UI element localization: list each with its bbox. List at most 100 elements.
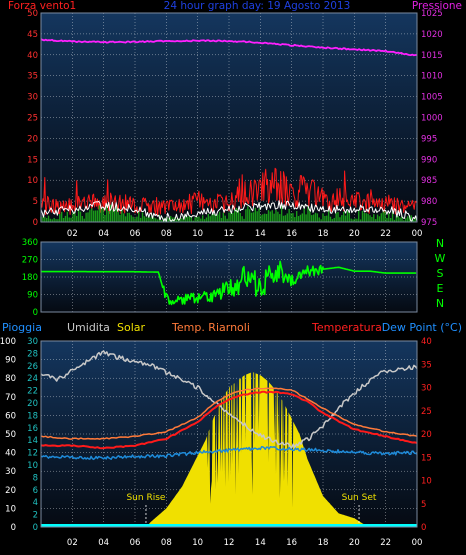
pressure-tick-label: 1015	[421, 51, 443, 61]
compass-label: W	[435, 252, 446, 265]
humidity-tick-label: 20	[27, 399, 38, 409]
x-tick-label-top: 02	[67, 229, 78, 239]
wind-tick-label: 20	[27, 134, 38, 144]
temp-tick-label: 10	[421, 477, 432, 487]
temp-riarnoli-line	[40, 387, 418, 440]
humidity-tick-label: 6	[33, 486, 38, 496]
humidity-tick-label: 4	[33, 498, 38, 508]
x-tick-label-top: 12	[224, 229, 235, 239]
x-tick-label-top: 06	[130, 229, 141, 239]
x-tick-label-bottom: 04	[98, 538, 109, 548]
x-tick-label-top: 22	[380, 229, 391, 239]
legend-temp-riarnoli: Temp. Riarnoli	[171, 321, 250, 334]
compass-label: E	[437, 282, 444, 295]
humidity-tick-label: 16	[27, 424, 38, 434]
direction-tick-label: 0	[33, 308, 38, 318]
humidity-tick-label: 28	[27, 349, 38, 359]
humidity-line	[40, 350, 418, 449]
temp-tick-label: 25	[421, 407, 432, 417]
legend-umidita: Umidita	[67, 321, 110, 334]
wind-tick-label: 40	[27, 51, 38, 61]
x-tick-label-bottom: 12	[224, 538, 235, 548]
x-tick-label-top: 10	[192, 229, 203, 239]
pressure-tick-label: 1000	[421, 114, 443, 124]
rain-tick-label: 100	[0, 337, 16, 347]
wind-tick-label: 15	[27, 155, 38, 165]
pressure-tick-label: 1010	[421, 72, 443, 82]
humidity-tick-label: 18	[27, 411, 38, 421]
humidity-tick-label: 12	[27, 449, 38, 459]
wind-tick-label: 50	[27, 9, 38, 19]
wind-gust-line	[40, 167, 418, 216]
x-tick-label-top: 16	[286, 229, 297, 239]
legend-temperatura: Temperatura	[311, 321, 382, 334]
x-tick-label-bottom: 20	[349, 538, 360, 548]
wind-tick-label: 30	[27, 93, 38, 103]
pressure-tick-label: 990	[421, 155, 437, 165]
pressure-tick-label: 985	[421, 176, 437, 186]
wind-tick-label: 25	[27, 114, 38, 124]
direction-tick-label: 360	[22, 238, 38, 248]
temp-tick-label: 40	[421, 337, 432, 347]
temp-tick-label: 15	[421, 453, 432, 463]
temp-tick-label: 30	[421, 384, 432, 394]
x-tick-label-top: 08	[161, 229, 172, 239]
humidity-tick-label: 10	[27, 461, 38, 471]
legend-dew-point: Dew Point (°C)	[382, 321, 462, 334]
x-tick-label-bottom: 18	[318, 538, 329, 548]
wind-average-line	[40, 200, 418, 223]
rain-tick-label: 80	[5, 374, 16, 384]
rain-tick-label: 60	[5, 411, 16, 421]
x-tick-label-bottom: 16	[286, 538, 297, 548]
humidity-tick-label: 26	[27, 362, 38, 372]
temp-tick-label: 35	[421, 360, 432, 370]
rain-tick-label: 30	[5, 467, 16, 477]
temp-tick-label: 0	[421, 523, 426, 533]
pressure-tick-label: 1025	[421, 9, 443, 19]
direction-tick-label: 90	[27, 291, 38, 301]
humidity-tick-label: 22	[27, 387, 38, 397]
direction-tick-label: 270	[22, 256, 38, 266]
pressure-tick-label: 975	[421, 218, 437, 228]
pressure-axis-title: Pressione	[412, 0, 462, 12]
wind-direction-panel	[41, 242, 417, 312]
wind-tick-label: 5	[33, 197, 38, 207]
compass-label: N	[436, 297, 444, 310]
rain-tick-label: 50	[5, 430, 16, 440]
x-tick-label-bottom: 14	[255, 538, 266, 548]
pressure-tick-label: 1005	[421, 93, 443, 103]
humidity-tick-label: 0	[33, 523, 38, 533]
x-tick-label-bottom: 00	[412, 538, 423, 548]
humidity-tick-label: 2	[33, 511, 38, 521]
humidity-tick-label: 8	[33, 473, 38, 483]
x-tick-label-top: 20	[349, 229, 360, 239]
panel3-frame	[40, 340, 418, 528]
rain-tick-label: 90	[5, 356, 16, 366]
x-tick-label-bottom: 10	[192, 538, 203, 548]
direction-tick-label: 180	[22, 273, 38, 283]
series-layer	[40, 38, 418, 527]
x-tick-label-bottom: 22	[380, 538, 391, 548]
x-tick-label-bottom: 06	[130, 538, 141, 548]
humidity-tick-label: 30	[27, 337, 38, 347]
wind-tick-label: 35	[27, 72, 38, 82]
rain-tick-label: 20	[5, 486, 16, 496]
chart-title: 24 hour graph day: 19 Agosto 2013	[164, 0, 351, 12]
wind-tick-label: 0	[33, 218, 38, 228]
sunrise-label: Sun Rise	[126, 493, 165, 503]
x-tick-label-bottom: 02	[67, 538, 78, 548]
pressure-tick-label: 995	[421, 134, 437, 144]
pressure-line	[40, 38, 417, 57]
wind-tick-label: 45	[27, 30, 38, 40]
rain-tick-label: 0	[11, 523, 16, 533]
rain-tick-label: 10	[5, 504, 16, 514]
humidity-tick-label: 24	[27, 374, 38, 384]
rain-tick-label: 40	[5, 449, 16, 459]
x-tick-label-top: 18	[318, 229, 329, 239]
panel2-frame	[40, 241, 418, 313]
compass-label: N	[436, 237, 444, 250]
pressure-tick-label: 1020	[421, 30, 443, 40]
compass-label: S	[437, 267, 444, 280]
x-tick-label-top: 00	[412, 229, 423, 239]
